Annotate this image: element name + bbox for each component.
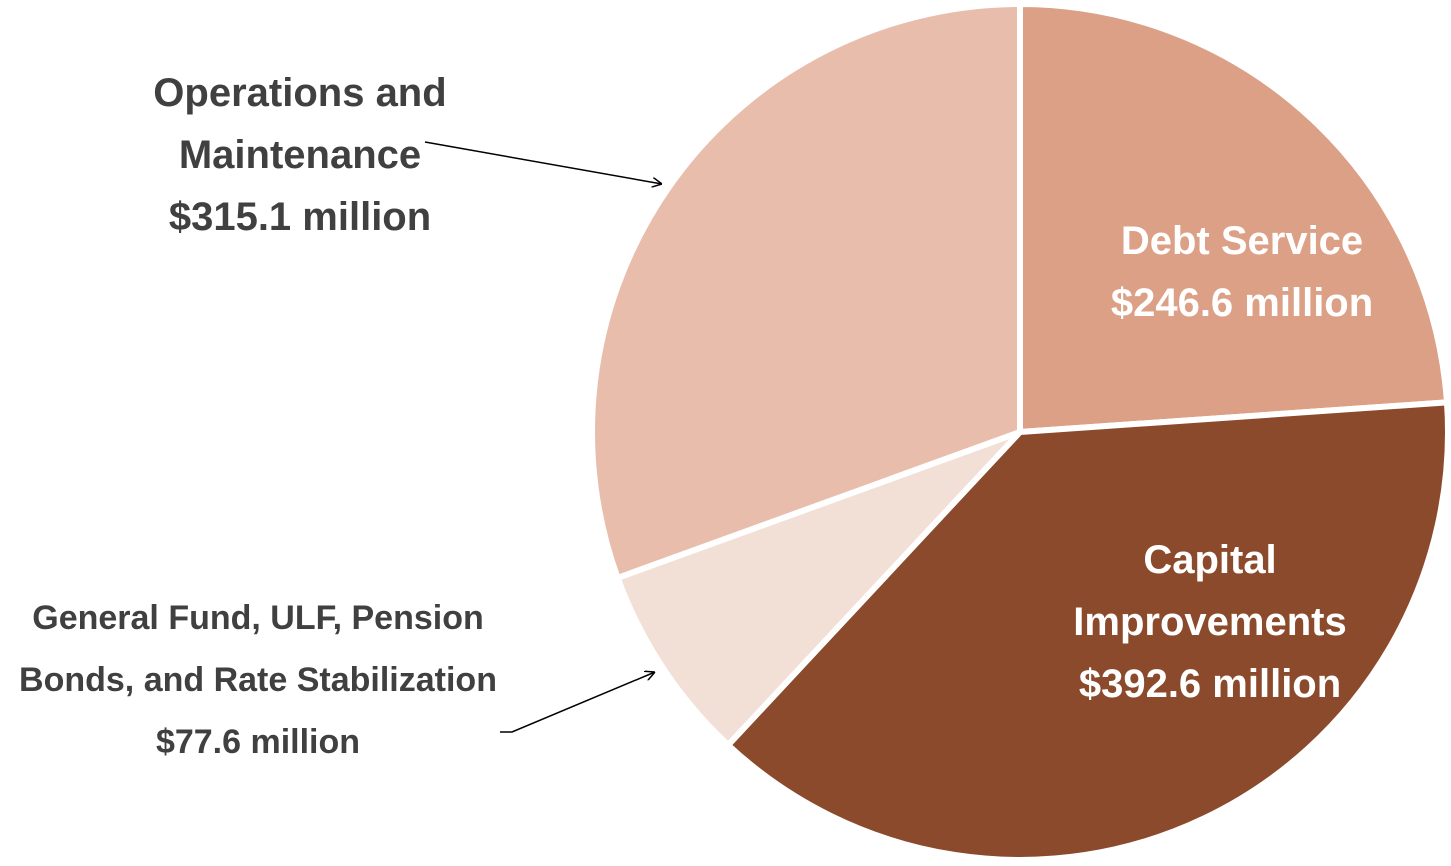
pie-slice [589, 1, 1023, 581]
pie-slice [1017, 1, 1450, 435]
slice-label: Capital Improvements $392.6 million [1045, 529, 1375, 715]
value-label: $77.6 million [155, 723, 361, 761]
value-label: $315.1 million [168, 195, 432, 239]
pie-slice [725, 399, 1451, 863]
slice-label: Debt Service $246.6 million [1072, 210, 1412, 334]
category-name: Capital Improvements [1073, 538, 1347, 644]
category-name: Debt Service [1120, 219, 1364, 263]
leader-arrow [500, 672, 655, 733]
value-label: $392.6 million [1078, 662, 1342, 706]
pie-slice [614, 429, 1023, 749]
slices [589, 1, 1451, 863]
category-name: Operations and Maintenance [153, 71, 447, 177]
slice-label: Operations and Maintenance $315.1 million [130, 62, 470, 248]
leader-arrow [424, 141, 662, 184]
slice-label: General Fund, ULF, Pension Bonds, and Ra… [18, 587, 498, 773]
value-label: $246.6 million [1110, 281, 1374, 325]
category-name: General Fund, ULF, Pension Bonds, and Ra… [19, 599, 497, 699]
